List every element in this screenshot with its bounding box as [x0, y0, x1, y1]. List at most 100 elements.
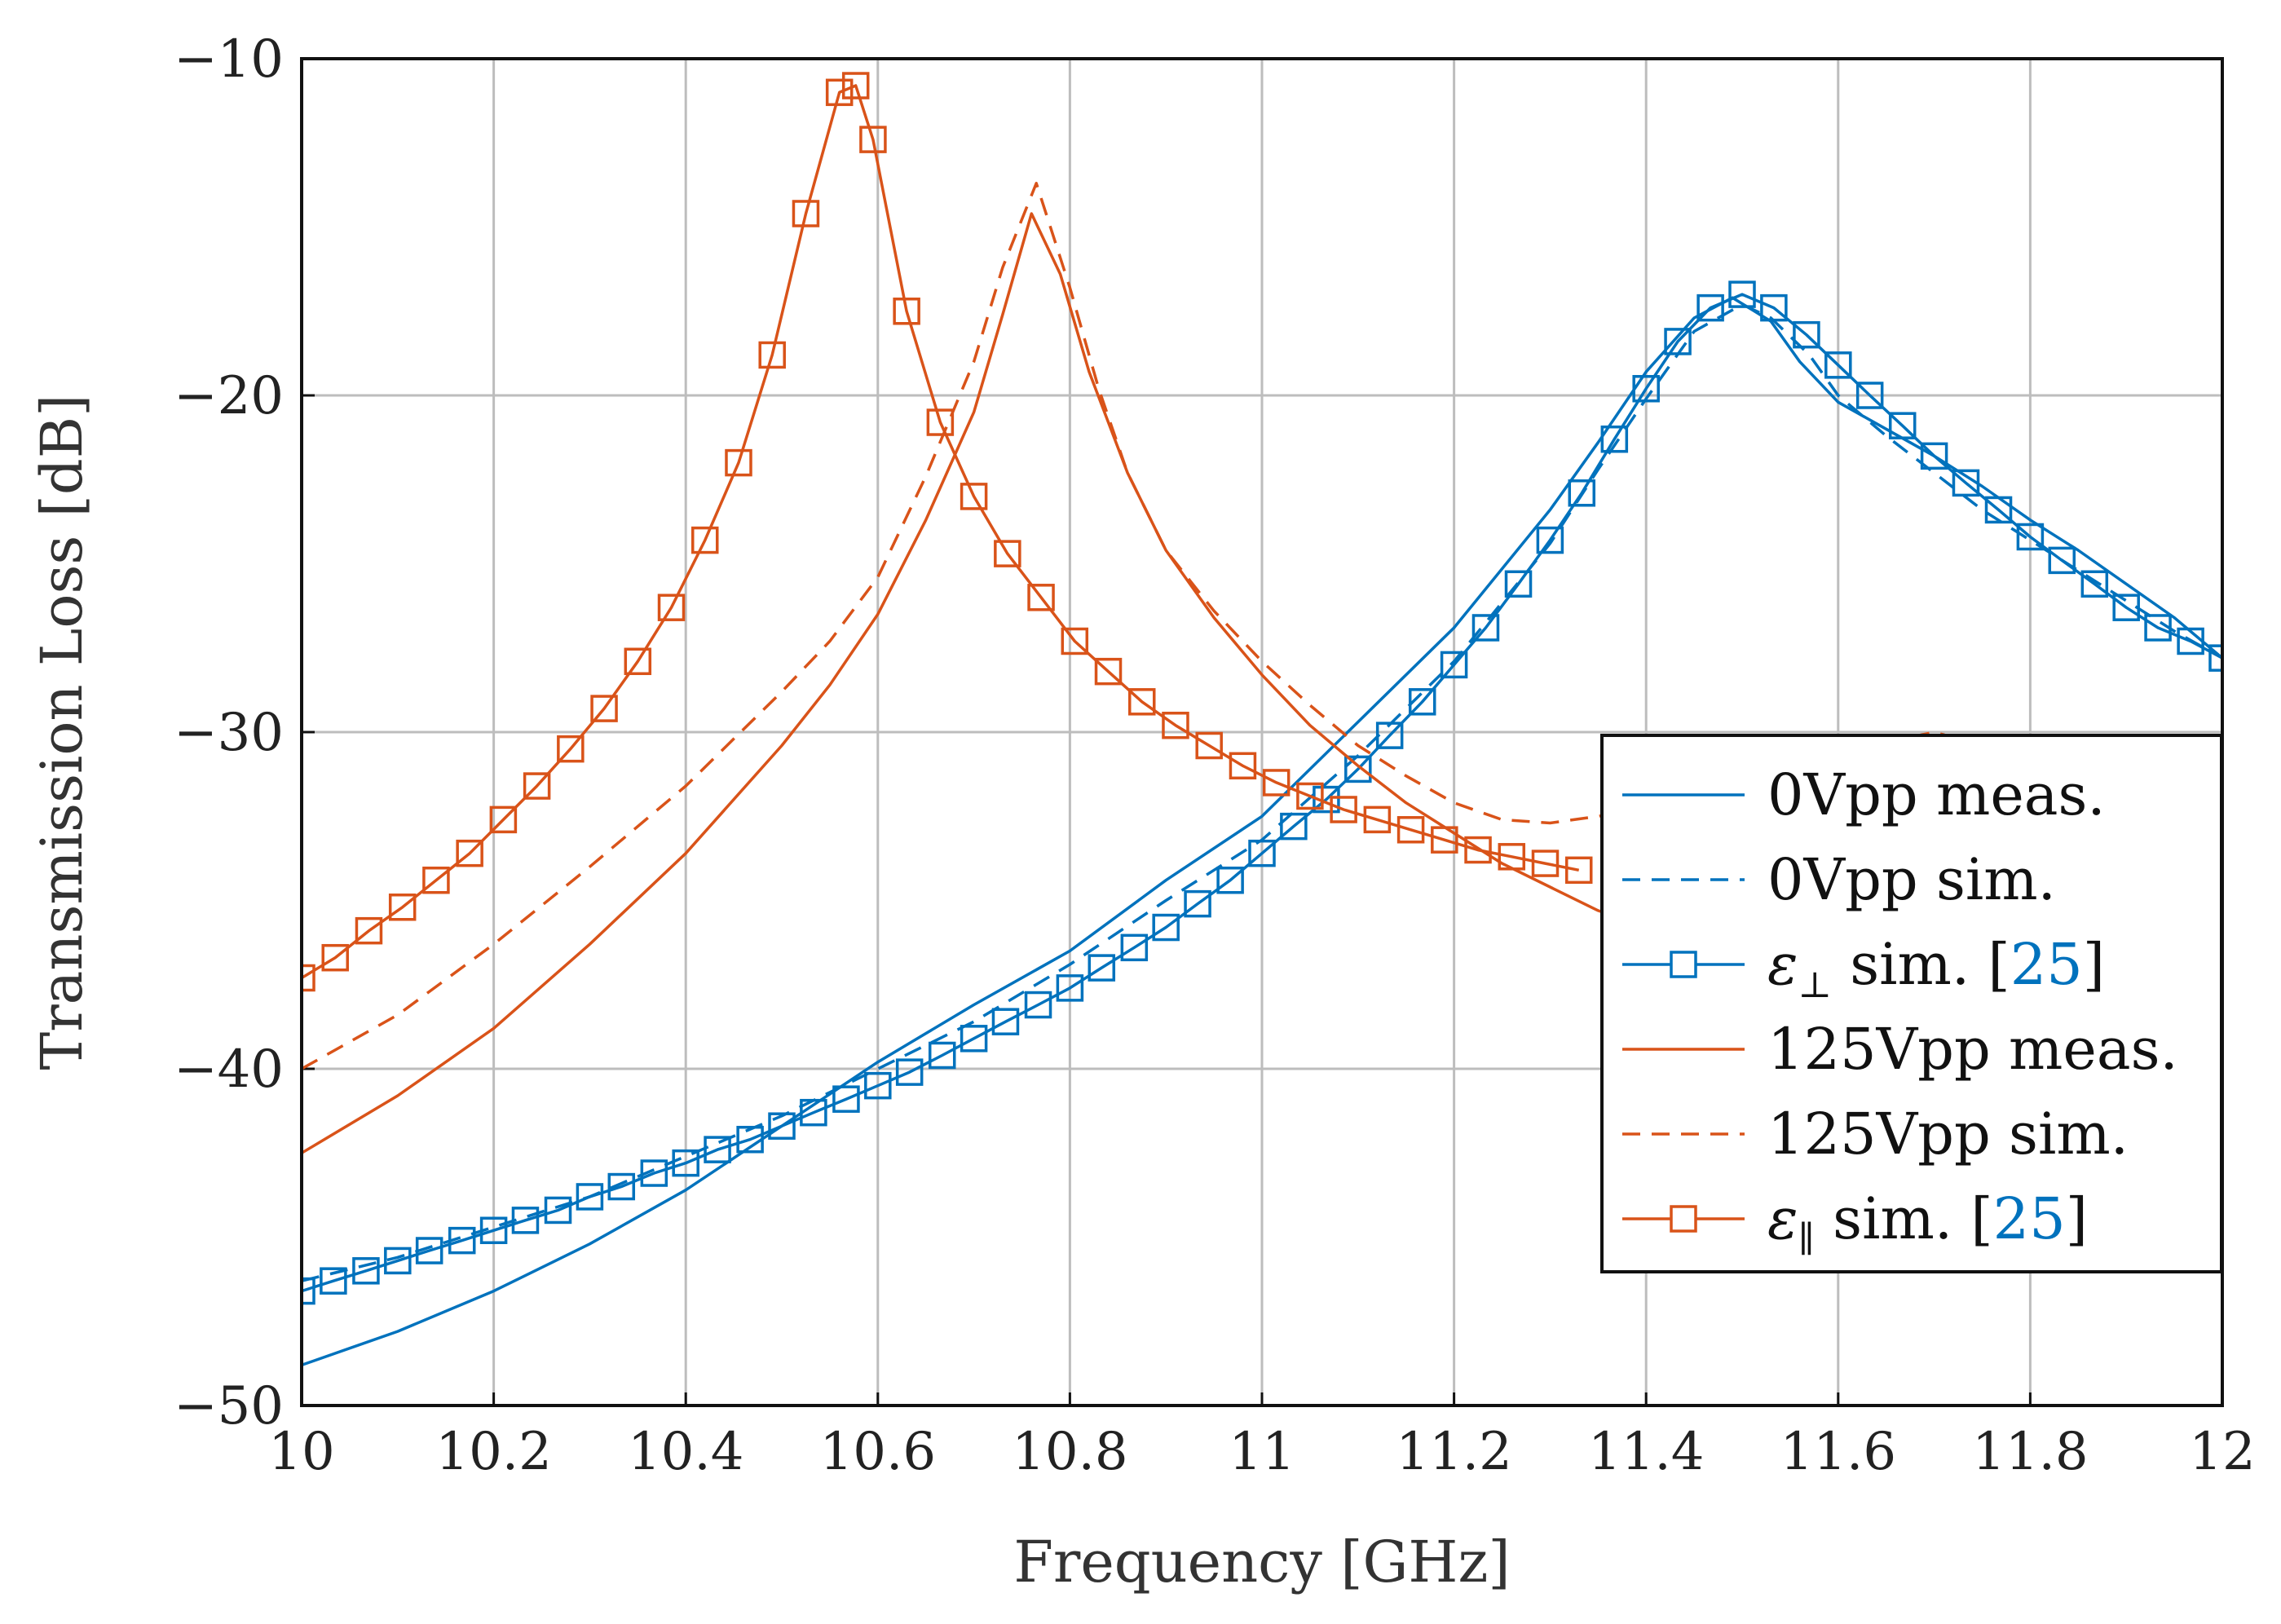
data-point [624, 647, 652, 676]
data-point [725, 448, 752, 477]
data-point [841, 72, 870, 99]
data-point [1855, 382, 1884, 409]
data-point [1262, 769, 1291, 797]
y-tick-label: −30 [174, 703, 284, 763]
data-point [1464, 836, 1492, 864]
data-point [1313, 785, 1340, 814]
data-point [489, 805, 518, 834]
data-point [657, 594, 686, 621]
legend-entry: ε⊥ sim. [25] [1622, 931, 2105, 1006]
legend-label: 125Vpp sim. [1767, 1101, 2129, 1167]
data-point [1568, 479, 1596, 507]
legend-entry: 0Vpp sim. [1622, 846, 2056, 913]
data-point [2177, 627, 2204, 655]
data-point [523, 772, 551, 800]
x-tick-label: 11.8 [1972, 1422, 2089, 1482]
legend-label: 0Vpp meas. [1767, 761, 2106, 828]
data-point [640, 1159, 668, 1187]
data-point [1152, 913, 1180, 942]
x-axis-label: Frequency [GHz] [1013, 1529, 1510, 1595]
data-point [448, 1226, 476, 1255]
data-point [991, 1008, 1020, 1035]
data-point [320, 1267, 347, 1295]
data-point [960, 483, 988, 510]
x-tick-label: 12 [2189, 1422, 2255, 1482]
data-point [456, 839, 483, 867]
y-tick-label: −40 [174, 1039, 284, 1100]
data-point [1632, 374, 1660, 403]
x-tick-label: 10 [268, 1422, 334, 1482]
data-point [960, 1025, 988, 1053]
data-point [1344, 755, 1372, 783]
x-tick-label: 10.4 [628, 1422, 744, 1482]
data-point [800, 1098, 827, 1127]
data-point [825, 78, 854, 107]
data-point [1216, 866, 1244, 894]
data-point [1094, 657, 1123, 686]
data-point [1824, 351, 1852, 379]
data-point [422, 866, 450, 894]
data-point [1920, 442, 1948, 470]
data-point [321, 943, 349, 972]
data-point [1531, 850, 1560, 877]
data-point [479, 1216, 508, 1244]
data-point [672, 1149, 699, 1177]
data-point [1984, 496, 2013, 524]
data-point [302, 1277, 315, 1305]
series-line [302, 84, 1580, 979]
legend-box [1600, 734, 2223, 1273]
data-point [1248, 839, 1276, 867]
data-point [384, 1247, 412, 1275]
x-tick-label: 11 [1229, 1422, 1295, 1482]
data-point [792, 200, 820, 227]
legend-entry: ε∥ sim. [25] [1622, 1185, 2088, 1260]
data-point [1408, 688, 1436, 716]
data-point [1440, 651, 1468, 679]
data-point [1504, 570, 1533, 598]
series-2 [302, 302, 2222, 1282]
data-point [1027, 584, 1055, 611]
data-point [511, 1207, 540, 1234]
data-point [1088, 954, 1116, 982]
data-point [1280, 812, 1308, 841]
data-point [1888, 412, 1917, 439]
data-point [1184, 889, 1211, 918]
data-point [758, 341, 786, 369]
data-point [1952, 469, 1980, 497]
data-point [926, 408, 955, 436]
data-point [1498, 843, 1526, 871]
data-point [1760, 293, 1788, 322]
data-point [1024, 991, 1052, 1019]
data-point [1375, 722, 1404, 749]
data-point [1128, 688, 1156, 716]
data-point [355, 916, 383, 945]
axis-ticks: 10 10.2 10.4 10.6 10.8 11 11.2 11.4 11.6 11.8 12 −1… [174, 29, 2256, 1482]
data-point [1330, 796, 1357, 823]
data-point [832, 1085, 860, 1113]
data-point [352, 1257, 380, 1285]
data-point [864, 1071, 892, 1100]
data-point [1296, 782, 1324, 810]
data-point [388, 894, 417, 921]
data-point [1564, 856, 1593, 885]
data-point [2048, 546, 2076, 575]
data-point [1664, 328, 1692, 355]
x-tick-label: 11.6 [1780, 1422, 1897, 1482]
legend-label: ε∥ sim. [25] [1767, 1185, 2088, 1260]
data-point [544, 1196, 572, 1225]
data-point [1162, 711, 1189, 739]
x-tick-label: 10.2 [435, 1422, 552, 1482]
data-point [704, 1136, 731, 1163]
data-point [302, 964, 315, 992]
data-point [1056, 974, 1084, 1002]
plot-frame [300, 57, 2224, 1407]
data-point [736, 1125, 764, 1154]
y-tick-label: −10 [174, 29, 284, 90]
data-point [895, 1058, 924, 1086]
data-point [1229, 752, 1257, 780]
y-tick-label: −50 [174, 1376, 284, 1436]
data-point [1696, 293, 1724, 322]
legend-label: ε⊥ sim. [25] [1767, 931, 2105, 1006]
series-6 [302, 72, 1593, 992]
